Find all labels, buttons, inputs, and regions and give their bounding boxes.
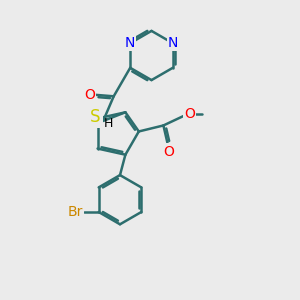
Text: S: S [90, 108, 101, 126]
Text: Br: Br [68, 205, 83, 219]
Text: O: O [164, 145, 175, 159]
Text: O: O [84, 88, 95, 102]
Text: N: N [125, 36, 135, 50]
Text: N: N [92, 113, 102, 127]
Text: H: H [103, 117, 113, 130]
Text: N: N [168, 36, 178, 50]
Text: O: O [184, 107, 195, 122]
